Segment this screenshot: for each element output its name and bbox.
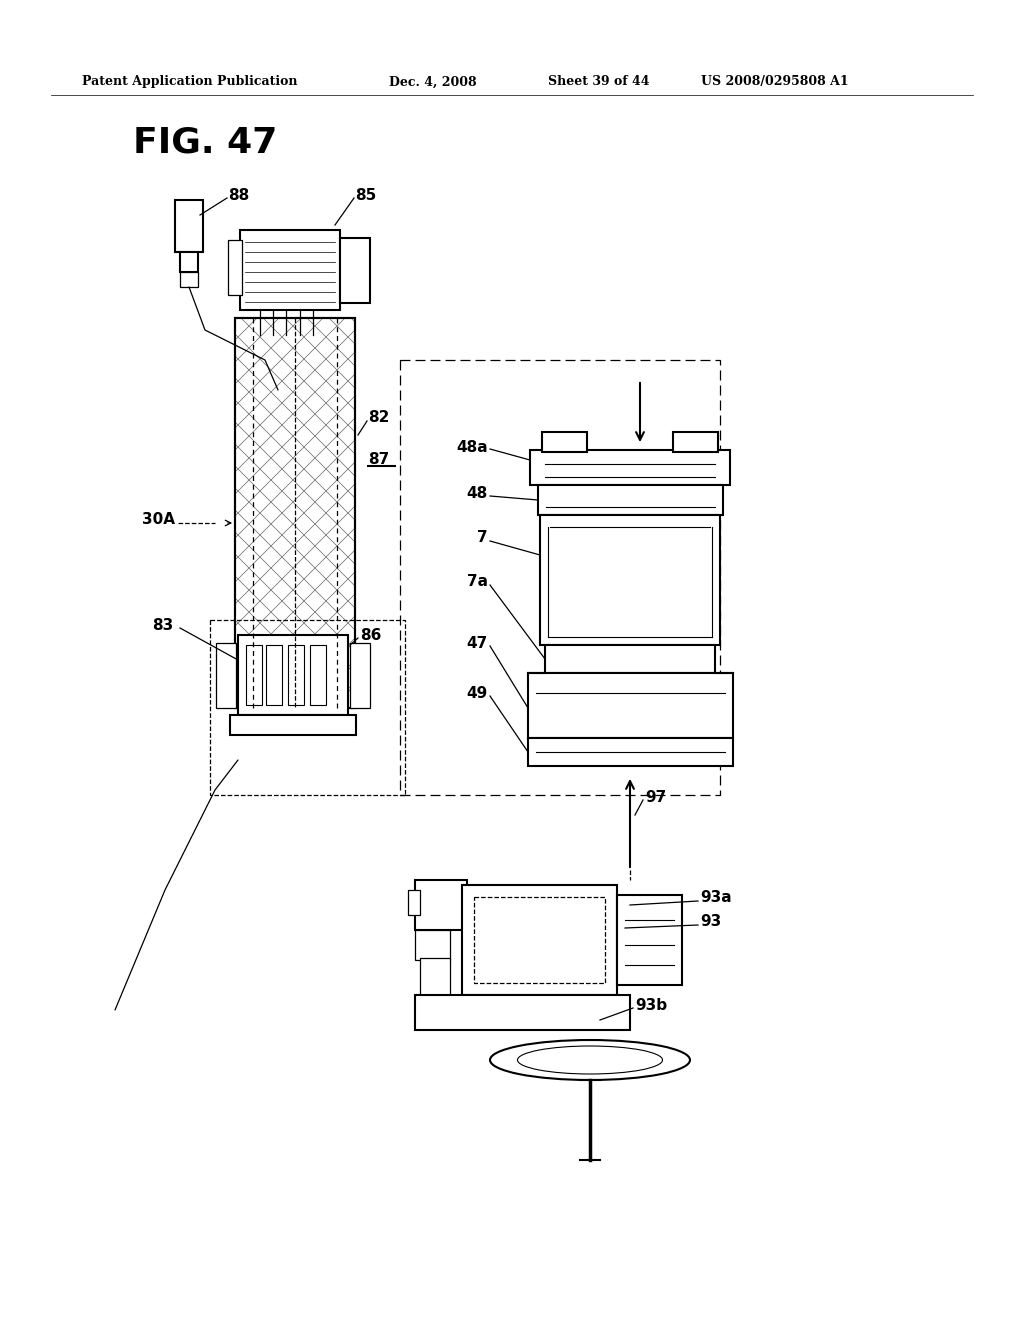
Bar (462, 884, 617, 995)
Bar (210, 620, 406, 795)
Ellipse shape (490, 1040, 690, 1080)
Text: 7a: 7a (467, 574, 488, 590)
Bar (234, 318, 355, 708)
Bar (350, 643, 370, 708)
Ellipse shape (517, 1045, 663, 1074)
Text: 82: 82 (368, 411, 389, 425)
Text: 30A: 30A (142, 512, 175, 528)
Bar (528, 738, 733, 766)
Text: 83: 83 (152, 618, 173, 632)
Text: 97: 97 (645, 791, 667, 805)
Bar (340, 238, 370, 304)
Text: 93a: 93a (700, 891, 731, 906)
Text: Dec. 4, 2008: Dec. 4, 2008 (389, 75, 477, 88)
Bar (246, 645, 262, 705)
Text: 87: 87 (368, 453, 389, 467)
Text: 49: 49 (467, 685, 488, 701)
Bar (415, 931, 450, 960)
Bar (310, 645, 326, 705)
Bar (415, 995, 630, 1030)
Bar (617, 895, 682, 985)
Text: 7: 7 (477, 531, 488, 545)
Bar (673, 432, 718, 451)
Bar (230, 715, 356, 735)
Bar (288, 645, 304, 705)
Text: US 2008/0295808 A1: US 2008/0295808 A1 (701, 75, 849, 88)
Bar (538, 484, 723, 515)
Bar (234, 318, 355, 708)
Bar (420, 958, 450, 1008)
Text: FIG. 47: FIG. 47 (133, 125, 278, 160)
Text: 88: 88 (228, 187, 249, 202)
Bar (400, 360, 720, 795)
Bar (540, 515, 720, 645)
Bar (180, 272, 198, 286)
Bar (542, 432, 587, 451)
Bar (530, 450, 730, 484)
Text: 47: 47 (467, 635, 488, 651)
Text: Patent Application Publication: Patent Application Publication (82, 75, 297, 88)
Text: 86: 86 (360, 627, 381, 643)
Text: Sheet 39 of 44: Sheet 39 of 44 (548, 75, 649, 88)
Bar (545, 645, 715, 673)
Bar (528, 673, 733, 738)
Text: 48a: 48a (457, 440, 488, 454)
Text: 93b: 93b (635, 998, 667, 1012)
Bar (474, 898, 605, 983)
Text: 93: 93 (700, 915, 721, 929)
Bar (266, 645, 282, 705)
Bar (175, 201, 203, 252)
Text: 85: 85 (355, 187, 376, 202)
Bar (415, 880, 467, 931)
Bar (216, 643, 236, 708)
Bar (238, 635, 348, 715)
Bar (240, 230, 340, 310)
Bar (180, 252, 198, 272)
Text: 48: 48 (467, 486, 488, 500)
Bar (408, 890, 420, 915)
Bar (228, 240, 242, 294)
